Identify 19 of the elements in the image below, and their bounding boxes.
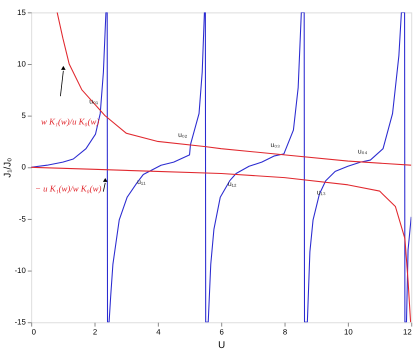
x-tick-label: 8 <box>282 327 288 336</box>
y-tick-label: -15 <box>14 318 26 327</box>
y-tick-label: 0 <box>21 162 26 172</box>
y-axis-title: J₁/J₀ <box>2 158 14 178</box>
x-tick-label: 10 <box>344 327 354 336</box>
x-tick-label: 6 <box>220 327 224 336</box>
y-tick-label: 15 <box>17 8 26 17</box>
x-axis-title: U <box>218 340 226 352</box>
x-tick-label: 2 <box>92 327 98 336</box>
y-tick-label: 5 <box>21 111 26 120</box>
y-tick-label: -5 <box>18 214 26 224</box>
y-tick-label: -10 <box>14 266 26 276</box>
line-series <box>31 12 412 322</box>
x-tick-label: 12 <box>403 327 412 336</box>
x-tick-label: 4 <box>156 327 162 336</box>
x-tick-label: 0 <box>32 327 37 336</box>
y-tick-label: 10 <box>17 59 26 68</box>
line-series <box>31 166 412 322</box>
series-label: − u K₁(w)/w K₀(w) <box>35 184 102 194</box>
